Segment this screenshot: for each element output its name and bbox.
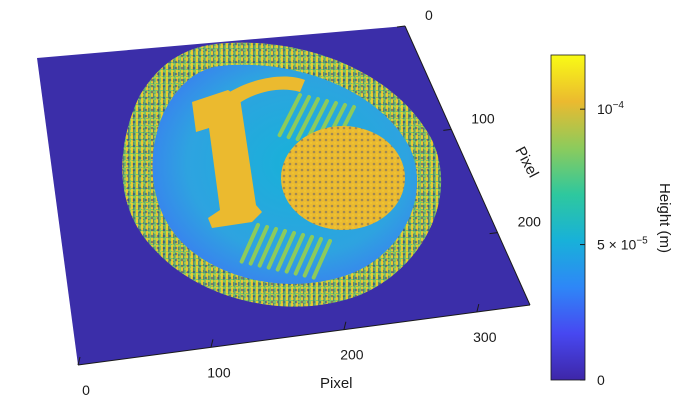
y-axis-label: Pixel xyxy=(511,144,541,181)
x-tick-mark xyxy=(343,321,347,330)
stripe xyxy=(293,235,314,276)
stripe xyxy=(277,93,302,138)
colorbar xyxy=(550,54,586,381)
y-tick-mark xyxy=(489,232,498,235)
colorbar-label: Height (m) xyxy=(656,183,673,253)
colorbar-ticks: 0 5 × 10−5 10−4 xyxy=(580,100,648,388)
stripe xyxy=(284,233,305,274)
y-axis-ticks: 0 100 200 xyxy=(396,7,542,235)
x-tick-label: 300 xyxy=(473,329,497,345)
y-tick-label: 100 xyxy=(471,110,495,126)
x-tick-label: 0 xyxy=(82,382,90,398)
x-tick-mark xyxy=(77,356,81,366)
coin-surface xyxy=(122,42,442,307)
y-tick-mark xyxy=(443,128,452,131)
stripe xyxy=(257,227,278,268)
x-tick-mark xyxy=(210,339,214,348)
colorbar-tick-label: 10−4 xyxy=(597,100,624,117)
stripe xyxy=(286,95,311,140)
x-tick-label: 100 xyxy=(207,364,231,380)
colorbar-tick-label: 0 xyxy=(597,372,605,388)
cent-symbol-texture xyxy=(281,126,405,230)
colorbar-tick-label: 5 × 10−5 xyxy=(597,236,648,253)
y-tick-label: 200 xyxy=(518,214,542,230)
y-tick-label: 0 xyxy=(425,7,433,23)
x-axis-line xyxy=(77,304,531,366)
stripe xyxy=(295,97,320,142)
x-axis-ticks: 0 100 200 300 xyxy=(77,303,497,398)
stripes-lower xyxy=(239,223,332,280)
stripe xyxy=(248,225,269,266)
stripe xyxy=(302,237,323,278)
x-axis-label: Pixel xyxy=(320,375,353,392)
digit-1 xyxy=(192,90,262,228)
x-tick-label: 200 xyxy=(340,347,364,363)
y-axis-line xyxy=(404,25,531,306)
x-tick-mark xyxy=(476,303,480,313)
stripe xyxy=(275,231,296,272)
stripe xyxy=(239,223,260,264)
stripe xyxy=(311,239,332,280)
y-tick-mark xyxy=(396,25,406,28)
coin-lettering xyxy=(225,76,305,104)
stripe xyxy=(266,229,287,270)
